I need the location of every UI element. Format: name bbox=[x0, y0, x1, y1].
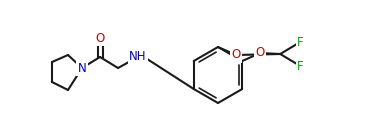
Text: F: F bbox=[297, 60, 304, 72]
Text: O: O bbox=[231, 48, 241, 62]
Text: F: F bbox=[297, 36, 304, 48]
Text: O: O bbox=[256, 46, 265, 60]
Text: O: O bbox=[95, 32, 104, 44]
Text: NH: NH bbox=[129, 51, 147, 63]
Text: N: N bbox=[78, 62, 87, 74]
